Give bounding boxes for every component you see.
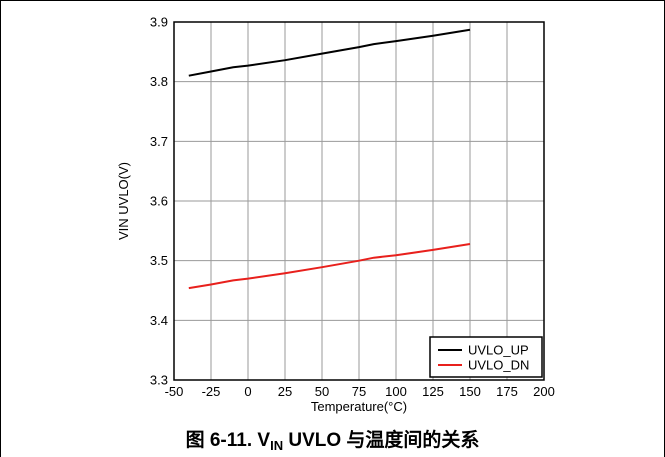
y-tick-label: 3.5 xyxy=(150,253,168,268)
x-tick-label: 0 xyxy=(244,384,251,399)
figure-caption: 图 6-11. VIN UVLO 与温度间的关系 xyxy=(0,425,665,453)
x-tick-label: -50 xyxy=(165,384,184,399)
plot-area xyxy=(173,21,545,381)
x-tick-label: 150 xyxy=(459,384,481,399)
legend-label: UVLO_DN xyxy=(468,358,529,373)
x-axis-label: Temperature(°C) xyxy=(311,399,407,414)
y-tick-label: 3.7 xyxy=(150,134,168,149)
legend-box xyxy=(429,336,543,378)
caption-subscript: IN xyxy=(270,438,284,453)
x-tick-label: 25 xyxy=(278,384,292,399)
series-line-uvlo-dn xyxy=(188,243,471,290)
x-tick-label: 175 xyxy=(496,384,518,399)
x-tick-label: 50 xyxy=(315,384,329,399)
legend-label: UVLO_UP xyxy=(468,343,529,358)
x-tick-label: 125 xyxy=(422,384,444,399)
x-tick-label: -25 xyxy=(202,384,221,399)
y-tick-label: 3.4 xyxy=(150,313,168,328)
uvlo-vs-temperature-chart: -50 -25 0 25 50 75 100 125 150 175 200 3.33.43.53.… xyxy=(116,15,555,415)
series-line-uvlo-up xyxy=(188,28,471,77)
caption-suffix: UVLO 与温度间的关系 xyxy=(283,430,480,451)
grid-lines xyxy=(174,22,544,380)
y-tick-label: 3.9 xyxy=(150,15,168,30)
y-tick-label: 3.8 xyxy=(150,74,168,89)
y-tick-label: 3.3 xyxy=(150,373,168,388)
series-lines xyxy=(188,28,471,290)
x-tick-label: 75 xyxy=(352,384,366,399)
y-axis-label: VIN UVLO(V) xyxy=(116,162,131,240)
x-axis-ticks: -50 -25 0 25 50 75 100 125 150 175 200 xyxy=(165,384,555,399)
y-tick-label: 3.6 xyxy=(150,194,168,209)
caption-prefix: 图 6-11. V xyxy=(185,430,271,451)
x-tick-label: 200 xyxy=(533,384,555,399)
x-tick-label: 100 xyxy=(385,384,407,399)
y-axis-ticks: 3.3 3.4 3.5 3.6 3.7 3.8 3.9 xyxy=(150,15,168,388)
